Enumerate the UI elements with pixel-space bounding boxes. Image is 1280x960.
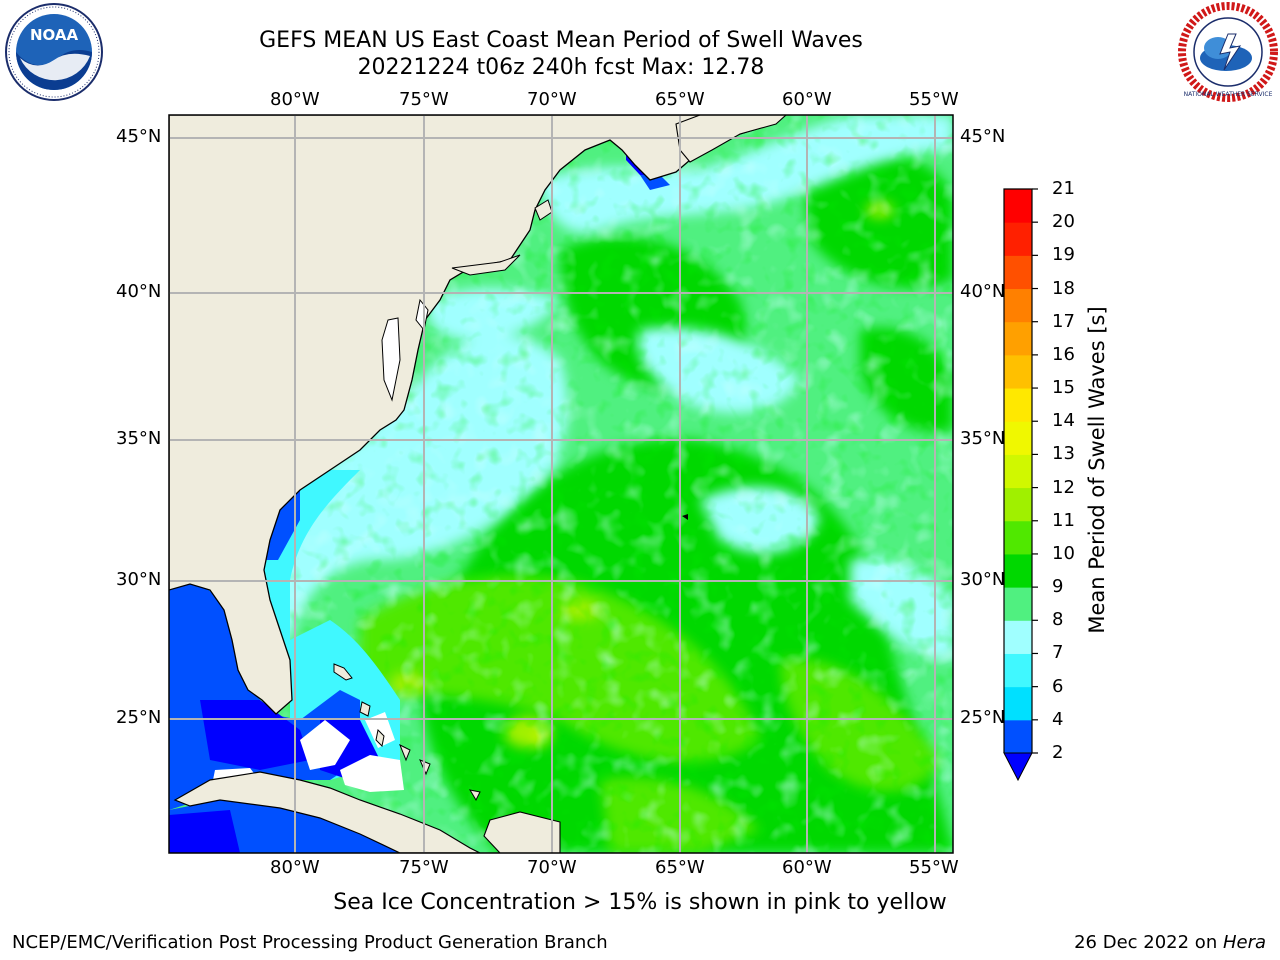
colorbar-tick-label: 13 xyxy=(1052,443,1075,465)
colorbar-bin xyxy=(1004,620,1032,654)
colorbar-bin xyxy=(1004,255,1032,290)
lat-label-right-40n: 40°N xyxy=(960,281,1006,302)
map-plot-area xyxy=(169,115,953,853)
lon-label-top-65w: 65°W xyxy=(655,89,705,110)
nws-logo-text: NATIONAL WEATHER SERVICE xyxy=(1184,91,1273,98)
colorbar-tick-label: 9 xyxy=(1052,576,1064,598)
lon-label-bottom-65w: 65°W xyxy=(655,857,705,878)
map-title: GEFS MEAN US East Coast Mean Period of S… xyxy=(259,28,863,53)
lon-label-bottom-70w: 70°W xyxy=(527,857,577,878)
colorbar-tick-label: 17 xyxy=(1052,310,1075,332)
colorbar-ticks xyxy=(1032,188,1038,754)
colorbar-bin xyxy=(1004,454,1032,489)
map-gridlines xyxy=(169,115,953,853)
colorbar-bin xyxy=(1004,487,1032,522)
colorbar-bin xyxy=(1004,354,1032,389)
colorbar-bin xyxy=(1004,719,1032,754)
lat-label-left-40n: 40°N xyxy=(116,281,162,302)
colorbar-tick-label: 12 xyxy=(1052,476,1075,498)
lat-label-left-30n: 30°N xyxy=(116,569,162,590)
lat-label-right-35n: 35°N xyxy=(960,428,1006,449)
noaa-logo-text: NOAA xyxy=(30,26,79,44)
map-frame xyxy=(168,114,954,854)
lon-label-top-60w: 60°W xyxy=(782,89,832,110)
colorbar-tick-label: 19 xyxy=(1052,244,1075,266)
colorbar-under-extension xyxy=(1003,752,1033,782)
colorbar-bin xyxy=(1004,388,1032,422)
lon-label-bottom-60w: 60°W xyxy=(782,857,832,878)
lon-label-bottom-75w: 75°W xyxy=(399,857,449,878)
sea-ice-note: Sea Ice Concentration > 15% is shown in … xyxy=(333,890,947,915)
colorbar-bin xyxy=(1004,189,1032,223)
footer-date-text: 26 Dec 2022 on xyxy=(1074,932,1223,953)
lon-label-bottom-55w: 55°W xyxy=(909,857,959,878)
lat-label-right-25n: 25°N xyxy=(960,707,1006,728)
colorbar-bin xyxy=(1004,222,1032,256)
colorbar-bin xyxy=(1004,587,1032,621)
colorbar-bin xyxy=(1004,321,1032,356)
colorbar-tick-label: 16 xyxy=(1052,343,1075,365)
colorbar-tick-label: 20 xyxy=(1052,211,1075,233)
lat-label-right-45n: 45°N xyxy=(960,126,1006,147)
lat-label-left-35n: 35°N xyxy=(116,428,162,449)
colorbar-tick-label: 18 xyxy=(1052,277,1075,299)
colorbar-bin xyxy=(1004,653,1032,688)
forecast-subtitle: 20221224 t06z 240h fcst Max: 12.78 xyxy=(357,55,765,80)
colorbar-bin xyxy=(1004,553,1032,588)
colorbar-title: Mean Period of Swell Waves [s] xyxy=(1085,306,1109,634)
colorbar-bin xyxy=(1004,421,1032,455)
lon-label-top-70w: 70°W xyxy=(527,89,577,110)
colorbar-tick-label: 6 xyxy=(1052,675,1064,697)
colorbar xyxy=(1003,188,1033,782)
footer-date: 26 Dec 2022 on Hera xyxy=(1074,932,1266,954)
colorbar-bin xyxy=(1004,520,1032,555)
colorbar-tick-label: 8 xyxy=(1052,609,1064,631)
footer-machine: Hera xyxy=(1222,932,1266,953)
lon-label-top-55w: 55°W xyxy=(909,89,959,110)
colorbar-bin xyxy=(1004,288,1032,323)
noaa-logo: NOAA xyxy=(5,3,103,101)
lon-label-top-80w: 80°W xyxy=(270,89,320,110)
colorbar-tick-label: 21 xyxy=(1052,178,1075,199)
lat-label-left-25n: 25°N xyxy=(116,707,162,728)
colorbar-tick-label: 15 xyxy=(1052,377,1075,399)
colorbar-bin xyxy=(1004,686,1032,721)
lon-label-bottom-80w: 80°W xyxy=(270,857,320,878)
lon-label-top-75w: 75°W xyxy=(399,89,449,110)
footer-credit: NCEP/EMC/Verification Post Processing Pr… xyxy=(12,932,608,953)
colorbar-frame xyxy=(1003,188,1033,753)
colorbar-tick-label: 4 xyxy=(1052,708,1064,730)
colorbar-tick-label: 2 xyxy=(1052,742,1064,763)
colorbar-tick-label: 14 xyxy=(1052,410,1075,432)
colorbar-tick-label: 10 xyxy=(1052,542,1075,564)
lat-label-right-30n: 30°N xyxy=(960,569,1006,590)
nws-logo: NATIONAL WEATHER SERVICE xyxy=(1178,2,1278,102)
lat-label-left-45n: 45°N xyxy=(116,126,162,147)
colorbar-tick-label: 7 xyxy=(1052,642,1064,664)
colorbar-tick-label: 11 xyxy=(1052,509,1075,531)
